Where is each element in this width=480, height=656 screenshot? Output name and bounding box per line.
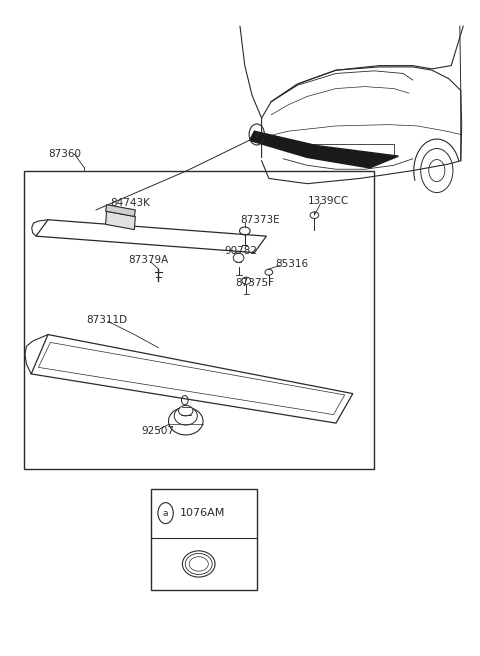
Text: 85316: 85316	[276, 259, 309, 270]
Ellipse shape	[185, 554, 212, 575]
Text: 87373E: 87373E	[240, 215, 280, 225]
Polygon shape	[36, 220, 266, 253]
Text: a: a	[163, 508, 168, 518]
Polygon shape	[38, 342, 345, 415]
Ellipse shape	[174, 407, 197, 425]
Text: 84743K: 84743K	[110, 198, 150, 209]
FancyBboxPatch shape	[24, 171, 374, 469]
Text: 87311D: 87311D	[86, 315, 128, 325]
Text: 87375F: 87375F	[235, 278, 274, 289]
Text: 87379A: 87379A	[128, 255, 168, 265]
Text: 90782: 90782	[225, 245, 258, 256]
Polygon shape	[106, 205, 135, 216]
Text: 87360: 87360	[48, 149, 81, 159]
Text: 92507: 92507	[142, 426, 175, 436]
Polygon shape	[106, 211, 135, 230]
Ellipse shape	[168, 407, 203, 435]
Ellipse shape	[189, 557, 208, 571]
Ellipse shape	[179, 405, 193, 416]
FancyBboxPatch shape	[151, 489, 257, 590]
Text: a: a	[254, 130, 259, 139]
Text: 1339CC: 1339CC	[308, 195, 349, 206]
Text: 1076AM: 1076AM	[180, 508, 226, 518]
Polygon shape	[31, 335, 353, 423]
Ellipse shape	[182, 551, 215, 577]
Polygon shape	[250, 131, 398, 168]
